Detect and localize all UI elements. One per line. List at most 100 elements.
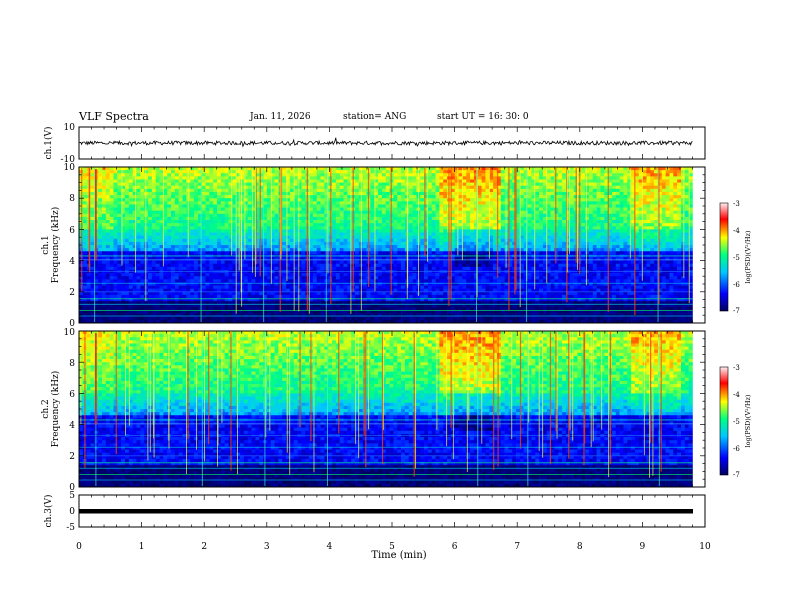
spectrogram-cell (401, 298, 406, 302)
spectrogram-cell (174, 301, 179, 305)
spectrogram-cell (282, 198, 287, 202)
spectrogram-cell (148, 220, 153, 224)
spectrogram-cell (301, 235, 306, 240)
spectrogram-cell (332, 245, 337, 249)
spectrogram-cell (105, 241, 110, 246)
spectrogram-cell (335, 185, 341, 190)
spectrogram-cell (385, 273, 390, 277)
spectrogram-cell (125, 173, 130, 177)
spectrogram-cell (374, 173, 379, 177)
spectrogram-cell (289, 288, 295, 293)
spectrogram-cell (263, 313, 268, 318)
spectrogram-cell (385, 220, 390, 224)
spectrogram-cell (155, 245, 160, 249)
header-date: Jan. 11, 2026 (250, 112, 311, 122)
spectrogram-cell (274, 279, 279, 283)
spectrogram-cell (454, 307, 459, 311)
spectrogram-cell (266, 188, 272, 193)
spectrogram-cell (178, 176, 183, 180)
spectrogram-cell (251, 276, 256, 280)
spectrogram-cell (297, 201, 302, 205)
spectrogram-cell (339, 201, 344, 205)
spectrogram-cell (270, 204, 275, 208)
spectrogram-cell (293, 185, 298, 190)
spectrogram-cell (132, 191, 137, 196)
spectrogram-cell (132, 213, 137, 218)
spectrogram-cell (247, 179, 252, 183)
spectrogram-cell (151, 279, 156, 283)
spectrogram-cell (378, 195, 383, 199)
spectrogram-cell (362, 288, 367, 293)
spectrogram-cell (236, 170, 241, 174)
spectrogram-cell (332, 229, 337, 233)
spectrogram-cell (128, 167, 133, 171)
spectrogram-cell (236, 223, 241, 227)
spectrogram-cell (420, 238, 425, 243)
spectrogram-cell (301, 310, 306, 314)
spectrogram-cell (439, 251, 444, 255)
spectrogram-cell (332, 248, 337, 252)
spectrogram-cell (125, 216, 130, 221)
spectrogram-cell (408, 173, 413, 177)
spectrogram-cell (458, 201, 463, 205)
spectrogram-cell (362, 232, 367, 236)
spectrogram-cell (82, 167, 87, 171)
spectrogram-cell (151, 257, 156, 261)
spectrogram-cell (220, 304, 225, 308)
spectrogram-cell (332, 216, 337, 221)
spectrogram-cell (174, 198, 179, 202)
spectrogram-cell (450, 207, 456, 211)
spectrogram-cell (117, 251, 122, 255)
spectrogram-cell (79, 248, 84, 252)
spectrogram-cell (174, 229, 179, 233)
spectrogram-cell (82, 282, 87, 286)
spectrogram-cell (450, 179, 456, 183)
spectrogram-cell (251, 232, 256, 236)
spectrogram-cell (297, 288, 302, 293)
spectrogram-cell (293, 220, 298, 224)
spectrogram-cell (401, 310, 406, 314)
spectrogram-cell (178, 294, 183, 299)
spectrogram-cell (289, 279, 295, 283)
spectrogram-cell (117, 282, 122, 286)
spectrogram-cell (94, 304, 99, 308)
spectrogram-cell (293, 167, 298, 171)
spectrogram-cell (109, 291, 114, 296)
spectrogram-cell (243, 298, 248, 302)
spectrogram-cell (355, 310, 360, 314)
spectrogram-cell (412, 201, 417, 205)
spectrogram-cell (109, 176, 114, 180)
spectrogram-cell (443, 319, 448, 324)
spectrogram-cell (347, 301, 352, 305)
spectrogram-cell (259, 276, 264, 280)
spectrogram-cell (439, 223, 444, 227)
spectrogram-cell (197, 213, 202, 218)
spectrogram-cell (205, 188, 210, 193)
spectrogram-cell (282, 182, 287, 187)
spectrogram-cell (263, 191, 268, 196)
spectrogram-cell (378, 182, 383, 187)
spectrogram-cell (79, 207, 84, 211)
spectrogram-cell (270, 248, 275, 252)
spectrogram-cell (163, 216, 168, 221)
spectrogram-cell (128, 285, 133, 289)
spectrogram-cell (121, 167, 126, 171)
spectrogram-cell (186, 276, 191, 280)
spectrogram-cell (397, 223, 402, 227)
spectrogram-cell (443, 216, 448, 221)
spectrogram-cell (163, 229, 168, 233)
spectrogram-cell (408, 316, 413, 321)
spectrogram-cell (416, 294, 421, 299)
spectrogram-cell (186, 294, 191, 299)
spectrogram-cell (217, 185, 222, 190)
spectrogram-cell (186, 279, 191, 283)
spectrogram-cell (389, 319, 394, 324)
spectrogram-cell (213, 210, 218, 215)
spectrogram-cell (274, 276, 279, 280)
spectrogram-cell (171, 210, 176, 215)
spectrogram-cell (220, 288, 225, 293)
spectrogram-cell (420, 195, 425, 199)
spectrogram-cell (167, 294, 172, 299)
spectrogram-cell (412, 176, 417, 180)
spectrogram-cell (163, 316, 168, 321)
